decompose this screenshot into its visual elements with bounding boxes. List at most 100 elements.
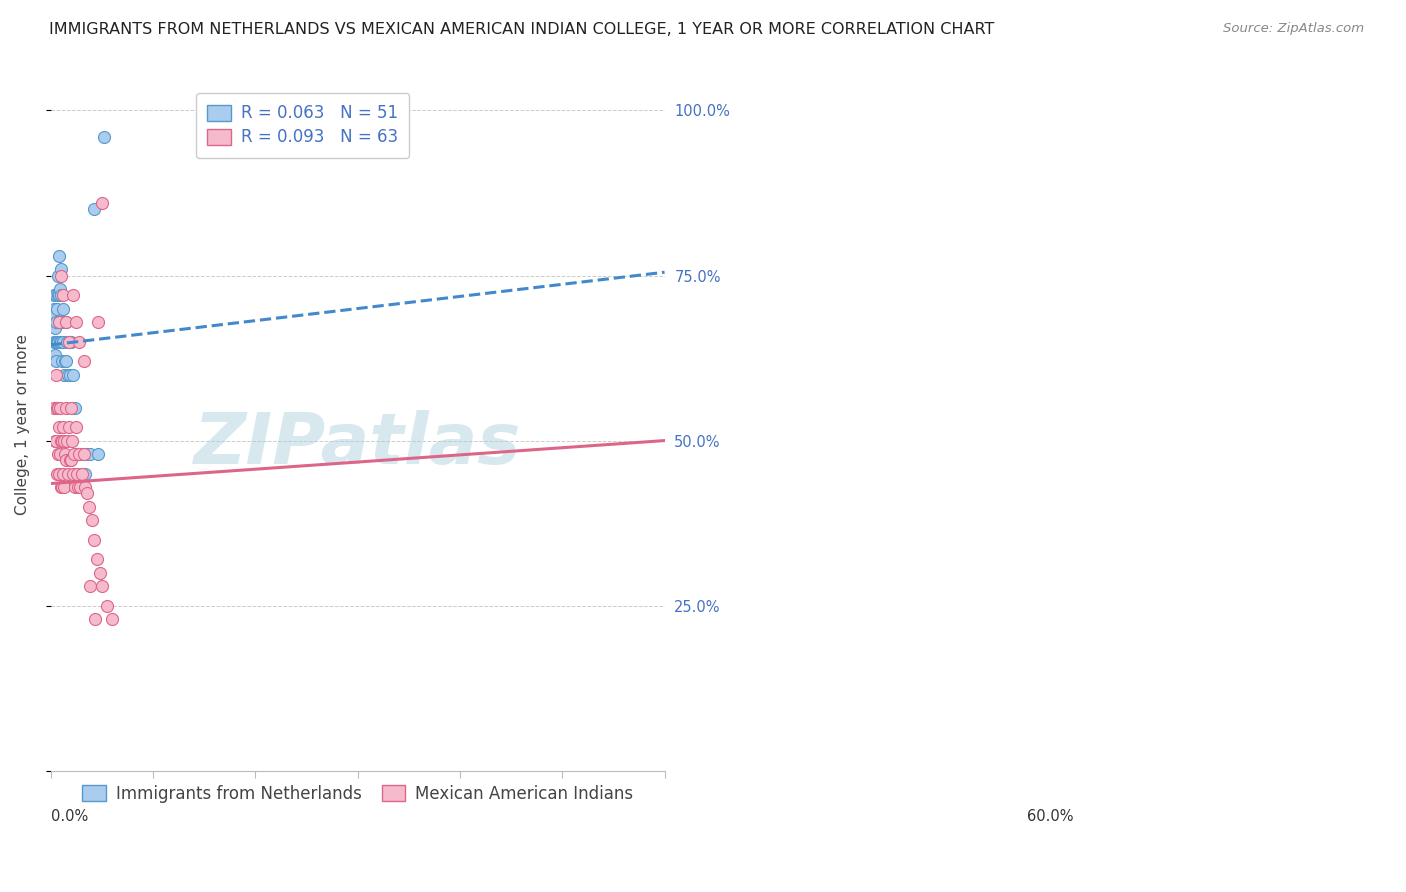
Point	[55, 354, 77, 368]
Text: Source: ZipAtlas.com: Source: ZipAtlas.com	[1223, 22, 1364, 36]
Point	[49, 401, 72, 415]
Point	[44, 348, 66, 362]
Point	[51, 315, 73, 329]
Point	[51, 480, 73, 494]
Point	[91, 195, 114, 210]
Point	[66, 467, 89, 481]
Point	[87, 447, 110, 461]
Y-axis label: College, 1 year or more: College, 1 year or more	[15, 334, 30, 515]
Point	[49, 334, 72, 349]
Point	[46, 288, 69, 302]
Point	[89, 566, 111, 580]
Point	[48, 249, 70, 263]
Point	[58, 368, 80, 382]
Point	[72, 447, 94, 461]
Point	[48, 467, 70, 481]
Point	[60, 453, 83, 467]
Point	[53, 447, 76, 461]
Point	[46, 334, 69, 349]
Point	[65, 315, 87, 329]
Point	[42, 401, 65, 415]
Point	[72, 447, 94, 461]
Point	[58, 467, 80, 481]
Point	[60, 401, 83, 415]
Point	[79, 447, 101, 461]
Point	[44, 321, 66, 335]
Point	[60, 401, 83, 415]
Point	[65, 420, 87, 434]
Text: 60.0%: 60.0%	[1028, 809, 1074, 824]
Point	[62, 368, 84, 382]
Point	[49, 447, 72, 461]
Point	[52, 420, 75, 434]
Text: ZIPatlas: ZIPatlas	[194, 410, 522, 479]
Point	[44, 434, 66, 448]
Point	[65, 480, 87, 494]
Point	[49, 282, 72, 296]
Point	[69, 334, 91, 349]
Point	[49, 334, 72, 349]
Point	[59, 453, 82, 467]
Point	[46, 334, 69, 349]
Point	[53, 480, 76, 494]
Point	[69, 480, 91, 494]
Point	[69, 447, 91, 461]
Point	[72, 354, 94, 368]
Point	[62, 467, 84, 481]
Point	[51, 434, 73, 448]
Point	[56, 334, 79, 349]
Point	[65, 401, 87, 415]
Point	[62, 288, 84, 302]
Point	[46, 401, 69, 415]
Point	[67, 480, 90, 494]
Point	[48, 315, 70, 329]
Point	[46, 467, 69, 481]
Point	[87, 315, 110, 329]
Point	[42, 288, 65, 302]
Text: IMMIGRANTS FROM NETHERLANDS VS MEXICAN AMERICAN INDIAN COLLEGE, 1 YEAR OR MORE C: IMMIGRANTS FROM NETHERLANDS VS MEXICAN A…	[49, 22, 994, 37]
Point	[55, 453, 77, 467]
Point	[49, 288, 72, 302]
Point	[70, 467, 93, 481]
Point	[42, 334, 65, 349]
Point	[46, 447, 69, 461]
Point	[55, 401, 77, 415]
Point	[42, 301, 65, 316]
Point	[52, 301, 75, 316]
Point	[53, 368, 76, 382]
Point	[77, 500, 100, 514]
Point	[49, 268, 72, 283]
Point	[83, 533, 105, 547]
Point	[58, 334, 80, 349]
Point	[93, 129, 115, 144]
Point	[53, 434, 76, 448]
Point	[46, 301, 69, 316]
Point	[91, 579, 114, 593]
Point	[52, 467, 75, 481]
Point	[45, 434, 67, 448]
Point	[46, 401, 69, 415]
Point	[53, 354, 76, 368]
Point	[44, 308, 66, 322]
Point	[65, 447, 87, 461]
Point	[48, 420, 70, 434]
Point	[83, 202, 105, 217]
Point	[55, 315, 77, 329]
Point	[46, 268, 69, 283]
Point	[52, 334, 75, 349]
Point	[80, 513, 103, 527]
Point	[83, 612, 105, 626]
Point	[86, 552, 108, 566]
Point	[45, 334, 67, 349]
Point	[60, 334, 83, 349]
Point	[96, 599, 118, 613]
Point	[49, 434, 72, 448]
Point	[45, 288, 67, 302]
Point	[45, 368, 67, 382]
Point	[53, 315, 76, 329]
Point	[76, 447, 98, 461]
Point	[45, 354, 67, 368]
Point	[49, 261, 72, 276]
Point	[63, 447, 86, 461]
Point	[69, 447, 91, 461]
